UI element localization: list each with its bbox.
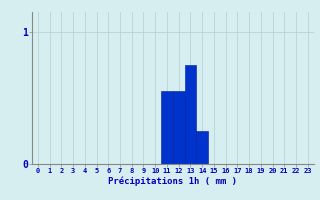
Bar — [185, 65, 196, 164]
X-axis label: Précipitations 1h ( mm ): Précipitations 1h ( mm ) — [108, 177, 237, 186]
Bar — [196, 131, 208, 164]
Bar — [161, 91, 173, 164]
Bar — [173, 91, 185, 164]
